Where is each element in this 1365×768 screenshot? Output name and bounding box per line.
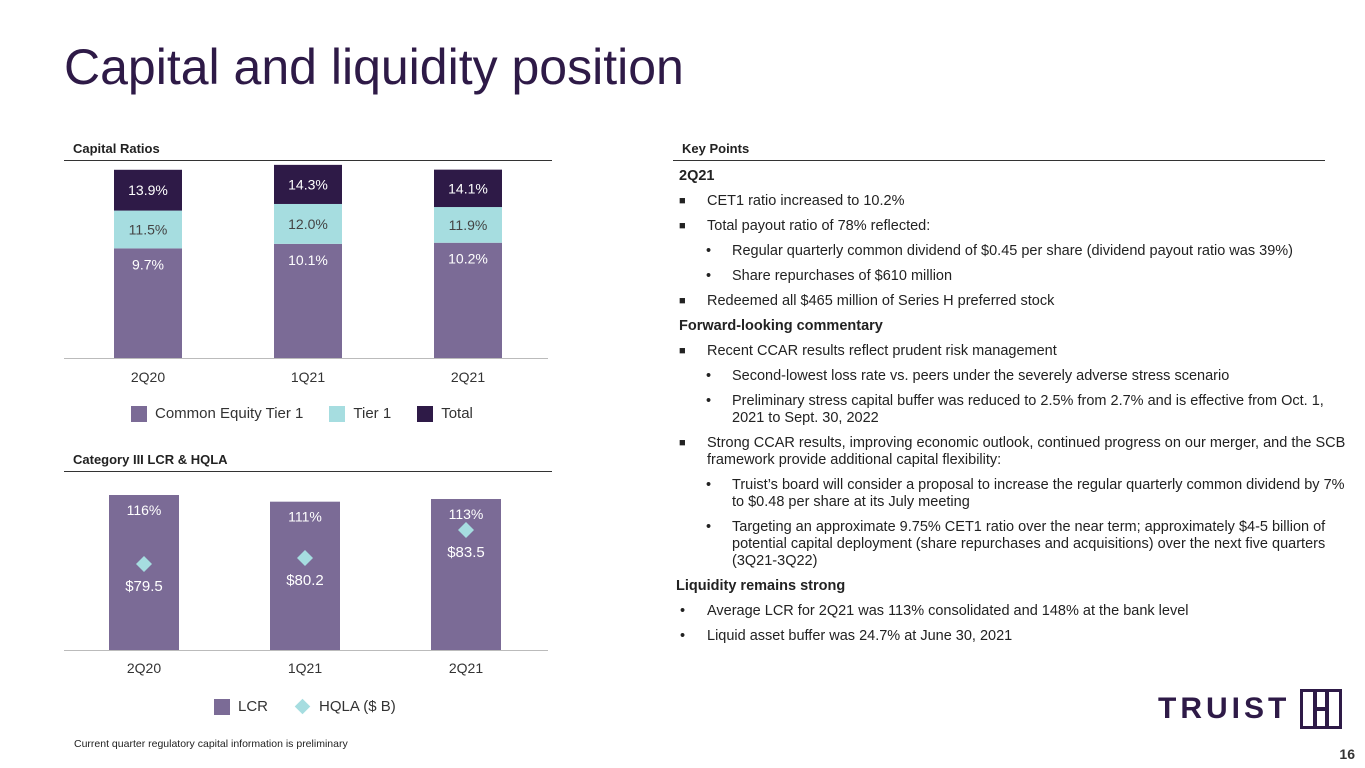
legend-item-hqla: HQLA ($ B) [294,698,396,715]
bar-cet1 [274,243,342,358]
x-tick-label: 1Q21 [288,660,322,676]
x-tick-label: 1Q21 [291,369,325,385]
bullet-liquid-buffer: • Liquid asset buffer was 24.7% at June 3… [680,628,1013,644]
hqla-diamond [297,550,313,567]
lcr-heading: Category III LCR & HQLA [64,452,552,472]
data-label-total: 14.3% [288,176,328,192]
page-title: Capital and liquidity position [64,39,684,95]
footnote: Current quarter regulatory capital infor… [74,738,348,750]
bullet-targeting: • Targeting an approximate 9.75% CET1 rat… [706,519,1326,569]
x-tick-label: 2Q20 [127,660,161,676]
bar-tier1 [114,210,182,249]
legend-swatch-lcr [214,698,230,715]
truist-logo: TRUIST [1158,689,1343,729]
capital-legend: Common Equity Tier 1 Tier 1 Total [131,405,473,422]
legend-swatch-cet1 [131,405,147,422]
bullet-repurchases: • Share repurchases of $610 million [706,268,953,284]
key-points-heading: Key Points [673,141,1325,161]
logo-text: TRUIST [1158,692,1291,725]
bullet-stress-buffer: • Preliminary stress capital buffer was r… [706,393,1324,426]
bar-total [274,164,342,204]
legend-item-tier1: Tier 1 [329,405,391,422]
bar-total [434,169,502,208]
data-label-lcr: 111% [288,509,322,525]
legend-label-cet1: Common Equity Tier 1 [155,405,304,422]
data-label-tier1: 12.0% [288,216,328,232]
data-label-total: 13.9% [128,182,168,198]
bullet-payout: ■ Total payout ratio of 78% reflected: [679,218,931,234]
subheading-liquidity: Liquidity remains strong [676,578,846,594]
bar-total [114,169,182,211]
legend-label-hqla: HQLA ($ B) [319,698,396,715]
data-label-hqla: $80.2 [286,572,324,589]
hqla-diamond [136,556,152,572]
bullet-redeemed: ■ Redeemed all $465 million of Series H p… [679,293,1055,309]
truist-mark-icon [1300,689,1343,729]
capital-ratios-heading: Capital Ratios [64,141,552,161]
bullet-board: • Truist’s board will consider a proposal… [706,477,1345,510]
bullet-ccar: ■ Recent CCAR results reflect prudent ris… [679,343,1057,359]
legend-item-cet1: Common Equity Tier 1 [131,405,303,422]
page-number: 16 [1339,746,1355,762]
legend-label-lcr: LCR [238,698,269,715]
subheading-forward: Forward-looking commentary [679,318,883,334]
data-label-hqla: $83.5 [447,544,485,561]
data-label-tier1: 11.5% [129,221,168,237]
x-tick-label: 2Q21 [451,369,485,385]
bar-cet1 [434,242,502,358]
legend-label-tier1: Tier 1 [353,405,392,422]
bar-tier1 [434,207,502,243]
legend-item-total: Total [417,405,473,422]
bullet-flexibility: ■ Strong CCAR results, improving economic… [679,435,1346,468]
bullet-dividend: • Regular quarterly common dividend of $0… [706,243,1293,259]
legend-swatch-total [417,405,434,422]
data-label-total: 14.1% [448,180,488,196]
data-label-lcr: 113% [449,506,484,522]
bullet-avg-lcr: • Average LCR for 2Q21 was 113% consolida… [680,603,1189,619]
hqla-diamond [458,522,474,538]
bullet-cet1: ■ CET1 ratio increased to 10.2% [679,193,905,209]
data-label-hqla: $79.5 [125,578,163,595]
x-tick-label: 2Q21 [449,660,483,676]
bar-lcr [109,495,179,650]
bar-cet1 [114,248,182,358]
lcr-legend: LCR HQLA ($ B) [214,698,396,715]
diamond-icon [294,698,311,715]
data-label-cet1: 9.7% [132,256,164,272]
bar-tier1 [274,203,342,244]
subheading-2q21: 2Q21 [679,168,715,184]
legend-swatch-tier1 [329,405,346,422]
data-label-cet1: 10.1% [288,252,328,268]
data-label-lcr: 116% [127,502,162,518]
data-label-cet1: 10.2% [448,251,488,267]
bullet-loss-rate: • Second-lowest loss rate vs. peers under… [706,368,1230,384]
legend-item-lcr: LCR [214,698,268,715]
key-points-body: 2Q21 ■ CET1 ratio increased to 10.2% ■ Tot… [676,168,1346,653]
legend-label-total: Total [441,405,473,422]
data-label-tier1: 11.9% [449,217,488,233]
x-tick-label: 2Q20 [131,369,165,385]
bar-lcr [270,501,340,650]
